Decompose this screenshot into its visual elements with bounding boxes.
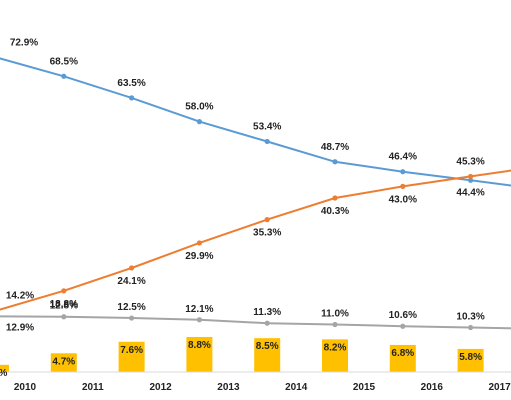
line-data-label: 46.4% (389, 152, 417, 163)
data-point (264, 320, 270, 326)
line-data-label: 18.8% (50, 299, 78, 310)
x-axis-ticks: 2010 2011 2012 2013 2014 2015 2016 2017 (14, 382, 511, 393)
line-data-label: 45.3% (456, 156, 484, 167)
data-point (264, 217, 270, 223)
bar-data-label: 4.7% (52, 356, 75, 367)
line-data-label: 29.9% (185, 251, 213, 262)
data-point (129, 95, 135, 101)
data-point (61, 314, 67, 320)
data-point (332, 195, 338, 201)
data-point (468, 324, 474, 331)
line-data-label: 24.1% (117, 276, 145, 287)
bar (322, 339, 348, 372)
data-point (332, 321, 338, 328)
line-data-label: 12.9% (6, 322, 34, 333)
bar (389, 344, 416, 372)
line-data-label: 58.0% (185, 102, 213, 113)
bar-data-label: 1.8% (0, 368, 8, 379)
series-line (0, 169, 511, 311)
bar (118, 341, 145, 372)
data-point (196, 240, 202, 246)
line-data-label: 72.9% (10, 37, 38, 48)
line-data-label: 35.3% (253, 228, 281, 239)
line-data-label: 11.3% (253, 307, 281, 318)
line-data-label: 12.1% (185, 304, 213, 315)
data-point (332, 159, 338, 165)
line-data-label: 40.3% (321, 206, 349, 217)
bar-data-label: 8.2% (324, 342, 347, 353)
line-data-label: 12.8% (50, 301, 78, 312)
bar (457, 348, 484, 372)
data-point (400, 323, 406, 329)
line-data-label: 12.5% (117, 302, 145, 313)
x-tick-label: 2011 (82, 382, 104, 393)
x-tick-label: 2015 (353, 382, 376, 393)
line-data-label: 44.4% (456, 187, 484, 198)
line-data-label: 53.4% (253, 121, 281, 132)
bar-data-label: 8.5% (256, 341, 279, 352)
bar (254, 338, 281, 372)
data-point (196, 317, 202, 323)
x-tick-label: 2016 (421, 382, 444, 393)
line-data-label: 43.0% (389, 194, 417, 205)
label-layer: 72.9% 68.5% 63.5% 58.0% 53.4% 48.7% 46.4% 44.4%… (0, 37, 485, 379)
bar-data-label: 6.8% (391, 348, 414, 359)
line-layer (0, 57, 511, 331)
bar-layer (0, 336, 484, 372)
bar (186, 336, 213, 372)
data-point (61, 288, 67, 294)
data-point (400, 183, 406, 189)
line-data-label: 68.5% (50, 56, 78, 67)
line-data-label: 10.6% (389, 310, 417, 321)
x-tick-label: 2012 (149, 382, 172, 393)
data-point (196, 119, 202, 125)
data-point (468, 173, 474, 180)
bar-data-label: 8.8% (188, 340, 211, 351)
x-tick-label: 2017 (488, 382, 511, 393)
line-data-label: 14.2% (6, 291, 34, 302)
data-point (129, 265, 135, 271)
x-tick-label: 2010 (14, 382, 37, 393)
data-point (400, 169, 406, 175)
line-data-label: 48.7% (321, 142, 349, 153)
bar (50, 353, 77, 372)
line-data-label: 11.0% (321, 309, 349, 320)
data-point (129, 315, 135, 321)
bar-data-label: 7.6% (120, 345, 143, 356)
data-point (61, 73, 67, 79)
data-point (468, 177, 474, 183)
line-data-label: 10.3% (456, 312, 484, 323)
x-tick-label: 2013 (217, 382, 240, 393)
data-point (264, 138, 270, 145)
bar (0, 364, 9, 372)
x-tick-label: 2014 (285, 382, 308, 393)
line-data-label: 63.5% (117, 78, 145, 89)
bar-data-label: 5.8% (459, 352, 482, 363)
